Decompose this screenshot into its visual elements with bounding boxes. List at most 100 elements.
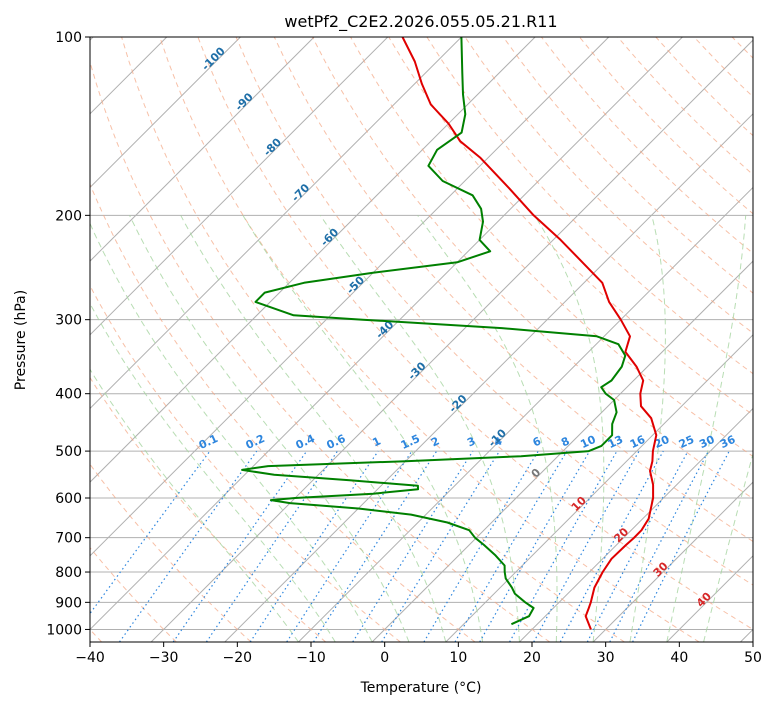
mixing-ratio-label: 25: [677, 433, 696, 451]
dry-adiabat-line: [770, 37, 775, 642]
x-tick-label: −30: [149, 650, 179, 666]
dewpoint-profile-line: [241, 37, 627, 626]
isotherm-gridline: [150, 39, 753, 642]
mixing-ratio-label: 20: [652, 433, 672, 451]
moist-adiabat-line: [534, 215, 605, 642]
dry-adiabat-line: [90, 284, 401, 642]
dry-adiabat-line: [235, 37, 753, 586]
x-tick-label: −20: [223, 650, 253, 666]
y-tick-label: 100: [55, 30, 82, 46]
dry-adiabat-line: [579, 37, 753, 215]
isotherm-gridline: [666, 555, 753, 642]
mixing-ratio-line: [249, 450, 379, 642]
mixing-ratio-label: 0.1: [197, 432, 220, 452]
reference-line-labels: 0.1 0.2 0.4 0.6 1 1.5 2 3 4 6 8 10 13 16 20 25 30 36-100-…: [197, 44, 738, 609]
mixing-ratio-label: 1: [370, 434, 382, 449]
moist-adiabat-line: [90, 222, 373, 642]
isotherm-gridline: [740, 628, 753, 642]
mixing-ratio-line: [205, 450, 338, 642]
x-tick-label: 0: [380, 650, 389, 666]
mixing-ratio-label: 36: [718, 433, 738, 451]
x-axis-label: Temperature (°C): [360, 680, 482, 696]
moist-adiabat-line: [417, 215, 558, 642]
isotherm-gridline: [224, 113, 753, 642]
x-tick-label: 10: [449, 650, 467, 666]
x-tick-label: 20: [523, 650, 541, 666]
mixing-ratio-line: [586, 450, 689, 642]
dry-adiabat-line: [502, 37, 753, 294]
mixing-ratio-label: 13: [606, 433, 625, 451]
isotherm-gridline: [90, 37, 683, 631]
y-tick-label: 500: [55, 444, 82, 460]
dry-adiabat-line: [197, 37, 753, 630]
mixing-ratio-line: [312, 450, 438, 642]
moist-adiabat-label: 40: [694, 590, 714, 610]
x-axis: −40 −30 −20 −10 0 10 20 30 40 50: [75, 642, 762, 666]
moist-adiabat-line: [319, 215, 520, 642]
mixing-ratio-line: [509, 450, 618, 642]
x-tick-label: −10: [296, 650, 326, 666]
chart-title: wetPf2_C2E2.2026.055.05.21.R11: [284, 12, 557, 32]
x-tick-label: 40: [670, 650, 688, 666]
dry-adiabat-line: [273, 37, 753, 543]
plot-frame: [89, 36, 754, 643]
isotherm-label: -70: [289, 181, 312, 204]
y-tick-label: 400: [55, 387, 82, 403]
mixing-ratio-line: [381, 450, 501, 642]
isotherm-label: -100: [199, 44, 228, 73]
dry-adiabat-line: [350, 37, 753, 458]
dry-adiabat-line: [388, 37, 753, 416]
moist-adiabat-line: [90, 368, 299, 642]
mixing-ratio-label: 16: [628, 433, 648, 451]
y-tick-label: 800: [55, 565, 82, 581]
x-tick-label: −40: [75, 650, 105, 666]
isotherm-gridline: [90, 37, 389, 336]
y-tick-label: 1000: [46, 622, 82, 638]
mixing-ratio-label: 0.4: [294, 432, 317, 452]
mixing-ratio-line: [559, 450, 664, 642]
x-tick-label: 50: [744, 650, 762, 666]
isotherm-gridline: [371, 260, 753, 642]
mixing-ratio-label: 8: [559, 434, 571, 449]
moist-adiabat-line: [129, 215, 410, 642]
isotherm-label: -90: [233, 90, 256, 113]
moist-adiabat-line: [180, 215, 447, 642]
y-tick-label: 200: [55, 208, 82, 224]
temperature-profile-line: [401, 37, 658, 630]
isotherm-gridline: [445, 334, 753, 642]
isotherm-label: -80: [261, 135, 284, 158]
moist-adiabat-label: 10: [569, 494, 589, 514]
dry-adiabat-line: [655, 37, 753, 137]
y-tick-label: 900: [55, 595, 82, 611]
isotherm-gridline: [90, 37, 610, 557]
sounding-series: [241, 37, 658, 630]
isotherm-gridline: [90, 37, 462, 410]
dry-adiabat-line: [541, 37, 753, 254]
isotherm-gridline: [90, 37, 315, 262]
mixing-ratio-label: 10: [578, 433, 598, 451]
mixing-ratio-label: 3: [465, 434, 477, 449]
dry-adiabat-line: [90, 546, 177, 642]
isotherm-label: -10: [486, 426, 509, 449]
mixing-ratio-line: [286, 450, 413, 642]
dry-adiabat-line: [617, 37, 753, 176]
mixing-ratio-line: [632, 450, 730, 642]
moist-adiabat-line: [90, 302, 336, 642]
y-tick-label: 700: [55, 531, 82, 547]
mixing-ratio-line: [423, 450, 539, 642]
dry-adiabat-line: [90, 182, 476, 642]
moist-adiabat-label: 30: [651, 559, 671, 579]
y-tick-label: 300: [55, 313, 82, 329]
mixing-ratio-label: 30: [697, 433, 717, 451]
isotherm-gridline: [519, 407, 753, 642]
isotherm-label: -60: [318, 226, 341, 249]
dry-adiabat-line: [159, 37, 700, 642]
dry-adiabat-line: [90, 463, 252, 642]
isotherm-gridline: [592, 481, 753, 642]
y-axis-label: Pressure (hPa): [13, 290, 29, 390]
dry-adiabat-line: [90, 60, 551, 642]
dry-adiabat-line: [90, 376, 327, 642]
y-axis: 1000 900 800 700 600 500 400 300 200 100: [46, 30, 90, 638]
moist-adiabat-line: [666, 215, 747, 642]
